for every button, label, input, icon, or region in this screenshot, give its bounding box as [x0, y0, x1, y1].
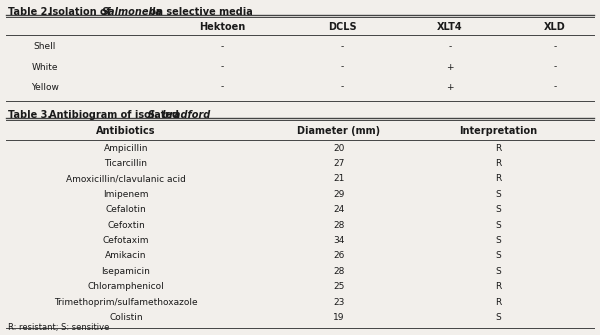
Text: R: R [495, 298, 501, 307]
Text: 21: 21 [334, 175, 344, 183]
Text: Cefalotin: Cefalotin [106, 205, 146, 214]
Text: R: R [495, 282, 501, 291]
Text: Cefotaxim: Cefotaxim [103, 236, 149, 245]
Text: S: S [495, 252, 501, 260]
Text: S. bradford: S. bradford [148, 110, 210, 120]
Text: Interpretation: Interpretation [459, 126, 537, 136]
Text: Salmonella: Salmonella [102, 7, 163, 17]
Text: 23: 23 [334, 298, 344, 307]
Text: +: + [446, 83, 454, 91]
Text: 26: 26 [334, 252, 344, 260]
Text: Yellow: Yellow [31, 83, 59, 91]
Text: R: R [495, 144, 501, 152]
Text: 28: 28 [334, 221, 344, 229]
Text: +: + [446, 63, 454, 71]
Text: 34: 34 [334, 236, 344, 245]
Text: on selective media: on selective media [146, 7, 253, 17]
Text: -: - [340, 83, 344, 91]
Text: Amikacin: Amikacin [105, 252, 147, 260]
Text: XLD: XLD [544, 22, 566, 32]
Text: 27: 27 [334, 159, 344, 168]
Text: Table 2.: Table 2. [8, 7, 54, 17]
Text: S: S [495, 313, 501, 322]
Text: Table 3.: Table 3. [8, 110, 54, 120]
Text: -: - [340, 63, 344, 71]
Text: -: - [553, 83, 557, 91]
Text: 29: 29 [334, 190, 344, 199]
Text: Antibiogram of isolated: Antibiogram of isolated [49, 110, 182, 120]
Text: Chloramphenicol: Chloramphenicol [88, 282, 164, 291]
Text: XLT4: XLT4 [437, 22, 463, 32]
Text: Trimethoprim/sulfamethoxazole: Trimethoprim/sulfamethoxazole [54, 298, 198, 307]
Text: Isepamicin: Isepamicin [101, 267, 151, 276]
Text: 19: 19 [333, 313, 345, 322]
Text: -: - [220, 83, 224, 91]
Text: S: S [495, 190, 501, 199]
Text: DCLS: DCLS [328, 22, 356, 32]
Text: S: S [495, 236, 501, 245]
Text: 25: 25 [334, 282, 344, 291]
Text: S: S [495, 205, 501, 214]
Text: S: S [495, 267, 501, 276]
Text: -: - [553, 43, 557, 51]
Text: Imipenem: Imipenem [103, 190, 149, 199]
Text: Amoxicillin/clavulanic acid: Amoxicillin/clavulanic acid [66, 175, 186, 183]
Text: R: R [495, 175, 501, 183]
Text: Isolation of: Isolation of [49, 7, 114, 17]
Text: Cefoxtin: Cefoxtin [107, 221, 145, 229]
Text: Ampicillin: Ampicillin [104, 144, 148, 152]
Text: -: - [340, 43, 344, 51]
Text: Ticarcillin: Ticarcillin [104, 159, 148, 168]
Text: R: R [495, 159, 501, 168]
Text: S: S [495, 221, 501, 229]
Text: Diameter (mm): Diameter (mm) [298, 126, 380, 136]
Text: Colistin: Colistin [109, 313, 143, 322]
Text: Antibiotics: Antibiotics [96, 126, 156, 136]
Text: Shell: Shell [34, 43, 56, 51]
Text: -: - [448, 43, 452, 51]
Text: 28: 28 [334, 267, 344, 276]
Text: 20: 20 [334, 144, 344, 152]
Text: White: White [32, 63, 58, 71]
Text: Hektoen: Hektoen [199, 22, 245, 32]
Text: R: resistant; S: sensitive: R: resistant; S: sensitive [8, 323, 109, 332]
Text: 24: 24 [334, 205, 344, 214]
Text: -: - [220, 43, 224, 51]
Text: -: - [553, 63, 557, 71]
Text: -: - [220, 63, 224, 71]
